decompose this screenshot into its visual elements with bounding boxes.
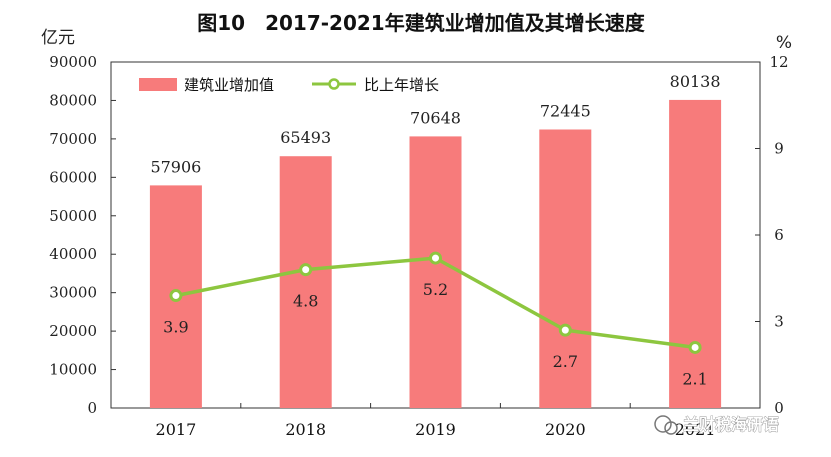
right-axis: 0 3 6 9 12 bbox=[755, 53, 789, 417]
left-tick-label: 80000 bbox=[49, 91, 97, 109]
right-tick-label: 6 bbox=[774, 226, 784, 244]
x-tick-label: 2019 bbox=[415, 420, 456, 439]
bar bbox=[669, 99, 722, 408]
legend-bar-label: 建筑业增加值 bbox=[184, 76, 274, 94]
bar-series: 57906 65493 70648 72445 80138 bbox=[149, 72, 722, 408]
left-axis-unit: 亿元 bbox=[41, 28, 75, 48]
line-point bbox=[299, 263, 313, 277]
legend: 建筑业增加值 比上年增长 bbox=[139, 76, 439, 94]
line-value-label: 2.7 bbox=[553, 352, 578, 371]
legend-bar-swatch bbox=[139, 78, 177, 91]
bar bbox=[409, 136, 462, 408]
left-tick-label: 40000 bbox=[49, 245, 97, 263]
x-axis: 2017 2018 2019 2020 2021 bbox=[156, 403, 716, 439]
watermark-text: 兰财税海研语 bbox=[683, 415, 779, 434]
line-value-label: 4.8 bbox=[293, 292, 318, 311]
left-axis: 0 10000 20000 30000 40000 50000 60000 70000 8000… bbox=[49, 53, 116, 417]
left-tick-label: 70000 bbox=[49, 130, 97, 148]
bar-value-label: 65493 bbox=[280, 128, 331, 147]
left-tick-label: 90000 bbox=[49, 53, 97, 71]
line-point bbox=[688, 340, 702, 354]
chart-title: 图10 2017-2021年建筑业增加值及其增长速度 bbox=[197, 11, 645, 35]
bar-value-label: 57906 bbox=[150, 157, 201, 176]
bar bbox=[279, 156, 332, 408]
line-point bbox=[429, 251, 442, 265]
legend-line-label: 比上年增长 bbox=[364, 76, 439, 94]
wechat-icon bbox=[654, 415, 672, 433]
line-point bbox=[169, 289, 183, 303]
x-tick-label: 2017 bbox=[156, 420, 197, 439]
right-tick-label: 12 bbox=[769, 53, 788, 71]
right-tick-label: 9 bbox=[774, 140, 784, 158]
bar-value-label: 72445 bbox=[540, 101, 591, 120]
right-tick-label: 3 bbox=[774, 313, 784, 331]
bar bbox=[539, 129, 592, 408]
left-tick-label: 0 bbox=[87, 399, 97, 417]
left-tick-label: 10000 bbox=[49, 361, 97, 379]
line-value-label: 5.2 bbox=[423, 280, 448, 299]
right-tick-label: 0 bbox=[774, 399, 784, 417]
x-tick-label: 2018 bbox=[285, 420, 326, 439]
right-axis-unit: % bbox=[776, 33, 792, 53]
left-tick-label: 30000 bbox=[49, 284, 97, 302]
line-value-label: 3.9 bbox=[163, 318, 188, 337]
watermark: 兰财税海研语 bbox=[654, 415, 779, 435]
legend-line-marker bbox=[328, 78, 340, 90]
x-tick-label: 2021 bbox=[675, 420, 716, 439]
line-series: 3.9 4.8 5.2 2.7 2.1 bbox=[163, 251, 708, 388]
wechat-icon-bubble bbox=[664, 421, 678, 435]
line-value-label: 2.1 bbox=[682, 369, 707, 388]
left-tick-label: 60000 bbox=[49, 168, 97, 186]
x-tick-label: 2020 bbox=[545, 420, 586, 439]
bar-value-label: 70648 bbox=[410, 108, 461, 127]
line-point bbox=[558, 323, 572, 337]
left-tick-label: 20000 bbox=[49, 322, 97, 340]
left-tick-label: 50000 bbox=[49, 207, 97, 225]
bar-value-label: 80138 bbox=[670, 72, 721, 91]
